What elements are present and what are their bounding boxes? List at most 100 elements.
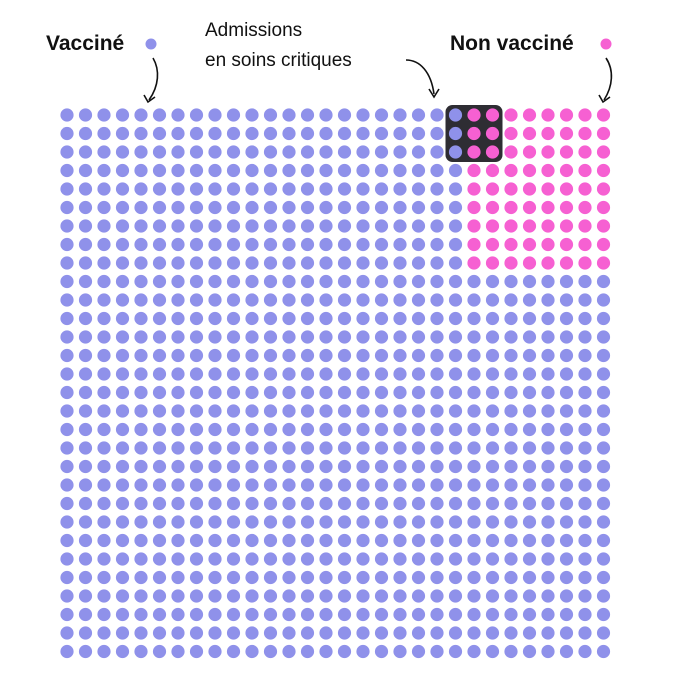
- dot-vaccinated: [393, 274, 407, 289]
- dot-vaccinated: [430, 330, 444, 344]
- dot-vaccinated: [134, 274, 148, 289]
- dot-vaccinated: [356, 515, 370, 529]
- dot-vaccinated: [393, 182, 407, 196]
- dot-vaccinated: [596, 385, 611, 400]
- dot-vaccinated: [411, 200, 426, 215]
- dot-vaccinated: [115, 644, 130, 659]
- dot-vaccinated: [411, 108, 426, 122]
- dot-vaccinated: [596, 459, 611, 474]
- dot-vaccinated: [504, 404, 518, 418]
- dot-vaccinated: [282, 237, 296, 252]
- dot-vaccinated: [263, 367, 278, 381]
- highlight-label-line2: en soins critiques: [205, 50, 352, 71]
- dot-vaccinated: [226, 163, 241, 178]
- dot-vaccinated: [208, 274, 222, 289]
- dot-vaccinated: [171, 422, 185, 437]
- dot-vaccinated: [226, 552, 241, 566]
- dot-vaccinated: [430, 478, 444, 492]
- dot-vaccinated: [245, 293, 259, 307]
- dot-vaccinated: [60, 459, 74, 474]
- dot-vaccinated: [485, 515, 500, 529]
- dot-vaccinated: [134, 237, 148, 252]
- dot-vaccinated: [60, 422, 74, 437]
- dot-vaccinated: [134, 108, 148, 122]
- dot-vaccinated: [393, 441, 407, 455]
- dot-unvaccinated: [578, 126, 592, 141]
- dot-vaccinated: [189, 422, 204, 437]
- dot-vaccinated: [78, 626, 93, 640]
- dot-vaccinated: [97, 552, 111, 566]
- dot-vaccinated: [208, 552, 222, 566]
- dot-vaccinated: [189, 515, 204, 529]
- dot-vaccinated: [282, 644, 296, 659]
- dot-unvaccinated: [559, 126, 574, 141]
- dot-vaccinated: [356, 496, 370, 511]
- dot-unvaccinated: [504, 108, 518, 122]
- dot-vaccinated: [115, 533, 130, 548]
- dot-vaccinated: [448, 422, 463, 437]
- dot-vaccinated: [115, 163, 130, 178]
- dot-vaccinated: [78, 422, 93, 437]
- dot-vaccinated: [411, 552, 426, 566]
- dot-vaccinated: [282, 163, 296, 178]
- dot-vaccinated: [189, 626, 204, 640]
- dot-vaccinated: [411, 348, 426, 363]
- dot-vaccinated: [337, 404, 352, 418]
- dot-vaccinated: [78, 404, 93, 418]
- dot-vaccinated: [393, 533, 407, 548]
- dot-vaccinated: [578, 478, 592, 492]
- dot-vaccinated: [356, 404, 370, 418]
- dot-vaccinated: [245, 515, 259, 529]
- dot-vaccinated: [319, 182, 333, 196]
- dot-vaccinated: [448, 607, 463, 622]
- dot-vaccinated: [115, 237, 130, 252]
- dot-vaccinated: [300, 459, 315, 474]
- dot-vaccinated: [115, 589, 130, 603]
- dot-vaccinated: [559, 626, 574, 640]
- dot-vaccinated: [578, 626, 592, 640]
- dot-vaccinated: [152, 607, 167, 622]
- dot-vaccinated: [337, 256, 352, 270]
- dot-vaccinated: [430, 348, 444, 363]
- dot-vaccinated: [596, 570, 611, 585]
- dot-vaccinated: [226, 145, 241, 159]
- dot-vaccinated: [226, 422, 241, 437]
- dot-unvaccinated: [485, 237, 500, 252]
- dot-vaccinated: [319, 626, 333, 640]
- dot-vaccinated: [430, 311, 444, 326]
- dot-vaccinated: [134, 404, 148, 418]
- dot-vaccinated: [134, 293, 148, 307]
- dot-vaccinated: [134, 367, 148, 381]
- dot-vaccinated: [467, 441, 481, 455]
- dot-vaccinated: [356, 552, 370, 566]
- dot-vaccinated: [430, 552, 444, 566]
- dot-vaccinated: [115, 404, 130, 418]
- dot-vaccinated: [245, 404, 259, 418]
- dot-vaccinated: [208, 422, 222, 437]
- dot-vaccinated: [226, 182, 241, 196]
- dot-vaccinated: [152, 348, 167, 363]
- dot-vaccinated: [356, 422, 370, 437]
- dot-vaccinated: [300, 441, 315, 455]
- dot-unvaccinated: [467, 108, 481, 122]
- dot-vaccinated: [356, 311, 370, 326]
- dot-vaccinated: [522, 293, 537, 307]
- dot-vaccinated: [171, 348, 185, 363]
- dot-vaccinated: [596, 274, 611, 289]
- dot-vaccinated: [485, 626, 500, 640]
- dot-vaccinated: [60, 478, 74, 492]
- dot-vaccinated: [78, 533, 93, 548]
- dot-vaccinated: [60, 219, 74, 233]
- dot-vaccinated: [226, 533, 241, 548]
- dot-vaccinated: [393, 404, 407, 418]
- dot-vaccinated: [152, 311, 167, 326]
- dot-unvaccinated: [467, 256, 481, 270]
- dot-vaccinated: [300, 367, 315, 381]
- dot-vaccinated: [171, 200, 185, 215]
- dot-vaccinated: [485, 274, 500, 289]
- dot-vaccinated: [78, 644, 93, 659]
- dot-vaccinated: [448, 367, 463, 381]
- dot-vaccinated: [485, 348, 500, 363]
- dot-vaccinated: [337, 626, 352, 640]
- dot-vaccinated: [300, 163, 315, 178]
